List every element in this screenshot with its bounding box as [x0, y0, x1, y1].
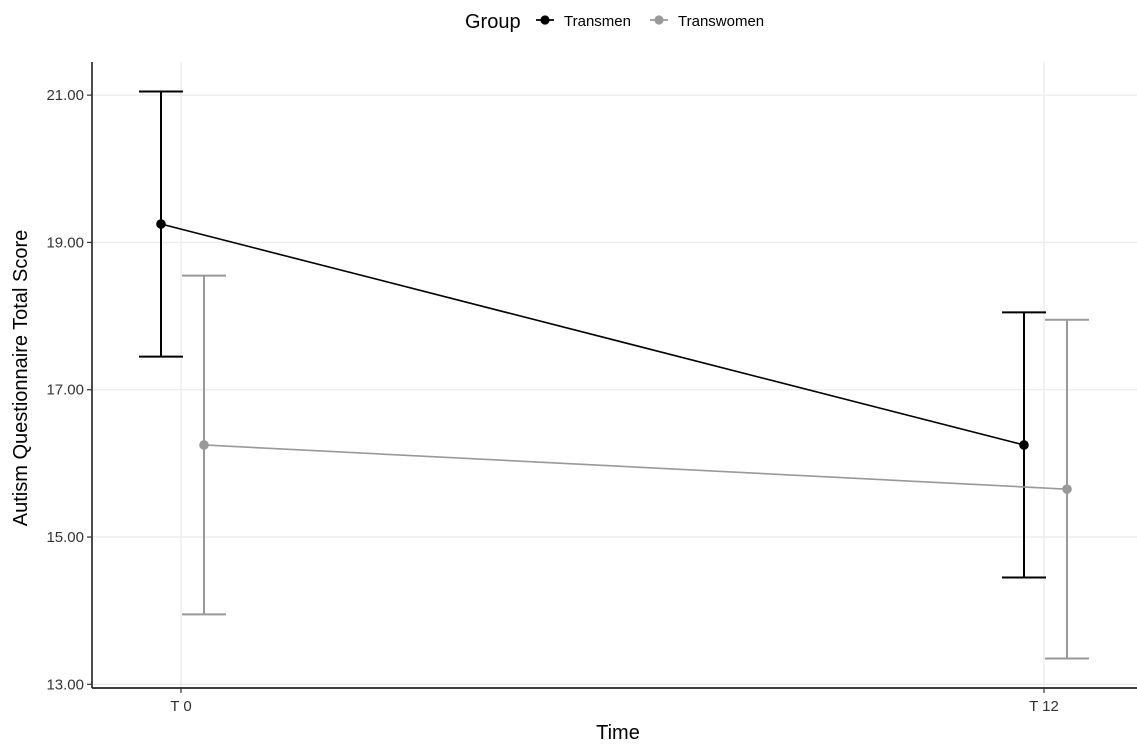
- legend-title: Group: [465, 11, 521, 33]
- legend-items: Transmen Transwomen: [536, 13, 764, 30]
- x-axis-title: Time: [596, 722, 640, 742]
- y-tick-label: 15.00: [46, 529, 84, 546]
- axes: 13.00 15.00 17.00 19.00 21.00 T 0 T 12: [46, 62, 1137, 715]
- legend-label: Transmen: [564, 13, 631, 30]
- y-ticks: 13.00 15.00 17.00 19.00 21.00: [46, 87, 92, 693]
- series-transmen: [139, 91, 1046, 577]
- series-transwomen: [182, 276, 1089, 659]
- y-tick-label: 19.00: [46, 234, 84, 251]
- x-tick-label: T 0: [170, 698, 191, 715]
- data-point: [1062, 484, 1072, 494]
- y-tick-label: 17.00: [46, 382, 84, 399]
- legend-item-transwomen: Transwomen: [650, 13, 764, 30]
- y-axis-title: Autism Questionnaire Total Score: [10, 230, 32, 526]
- y-tick-label: 13.00: [46, 676, 84, 693]
- data-point: [156, 219, 166, 229]
- plot-data: [139, 91, 1089, 658]
- legend: Group Transmen Transwomen: [465, 11, 764, 33]
- gridlines: [92, 62, 1137, 688]
- legend-key-point: [540, 15, 549, 24]
- legend-label: Transwomen: [678, 13, 764, 30]
- legend-item-transmen: Transmen: [536, 13, 631, 30]
- data-point: [1019, 440, 1029, 450]
- x-ticks: T 0 T 12: [170, 688, 1059, 715]
- y-tick-label: 21.00: [46, 87, 84, 104]
- legend-key-point: [654, 15, 663, 24]
- data-point: [199, 440, 209, 450]
- series-line: [204, 445, 1067, 489]
- series-line: [161, 224, 1024, 445]
- x-tick-label: T 12: [1029, 698, 1059, 715]
